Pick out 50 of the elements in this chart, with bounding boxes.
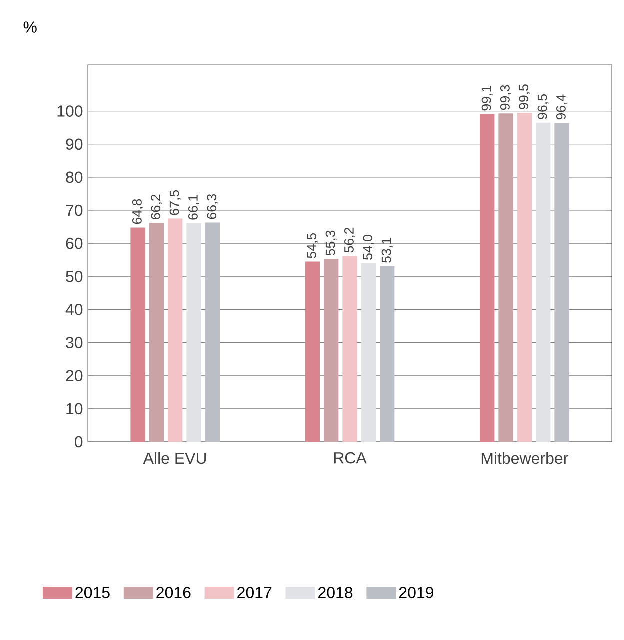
data-label: 99,1 (482, 86, 493, 111)
legend-label: 2017 (238, 587, 272, 598)
legend-label: 2016 (156, 587, 191, 598)
bar (554, 123, 570, 442)
bar (380, 266, 395, 442)
y-tick-label: 90 (66, 138, 83, 150)
y-tick-label: 20 (66, 370, 83, 382)
x-tick-label: RCA (334, 452, 367, 464)
bar (361, 263, 376, 442)
bar (342, 256, 358, 442)
bar (205, 222, 220, 442)
y-tick-label: 60 (66, 238, 83, 250)
bar (305, 262, 320, 442)
data-label: 64,8 (132, 199, 144, 224)
y-tick-label: 40 (66, 304, 83, 316)
y-tick-label: 80 (66, 172, 83, 184)
data-label: 66,2 (151, 194, 162, 220)
x-tick-label: Alle EVU (143, 452, 206, 464)
bar (517, 112, 532, 442)
data-label: 66,3 (207, 194, 218, 220)
y-tick-label: 30 (66, 337, 83, 348)
data-label: 54,5 (307, 233, 318, 258)
y-axis-title: % (24, 22, 37, 33)
bar (498, 114, 514, 442)
bar (480, 114, 495, 442)
y-tick-label: 0 (75, 436, 83, 448)
bar (168, 218, 183, 442)
data-label: 54,0 (363, 235, 374, 260)
data-label: 55,3 (326, 230, 337, 256)
data-label: 67,5 (170, 190, 181, 216)
data-label: 56,2 (344, 228, 356, 253)
bar (324, 259, 339, 442)
y-tick-label: 70 (66, 204, 83, 216)
legend-label: 2015 (76, 587, 110, 598)
bar (536, 122, 551, 442)
data-label: 96,4 (556, 94, 568, 120)
data-label: 96,5 (538, 94, 549, 120)
data-label: 66,1 (188, 195, 200, 220)
y-tick-label: 100 (58, 106, 83, 117)
y-tick-label: 50 (66, 270, 83, 282)
bar (130, 228, 146, 442)
x-tick-label: Mitbewerber (482, 452, 568, 464)
legend-label: 2018 (318, 587, 353, 598)
data-label: 99,5 (519, 84, 530, 110)
data-label: 99,3 (500, 85, 512, 110)
y-tick-label: 10 (66, 403, 83, 415)
bar (186, 223, 202, 442)
data-label: 53,1 (382, 238, 393, 263)
bar (149, 223, 164, 442)
legend-label: 2019 (399, 587, 434, 598)
